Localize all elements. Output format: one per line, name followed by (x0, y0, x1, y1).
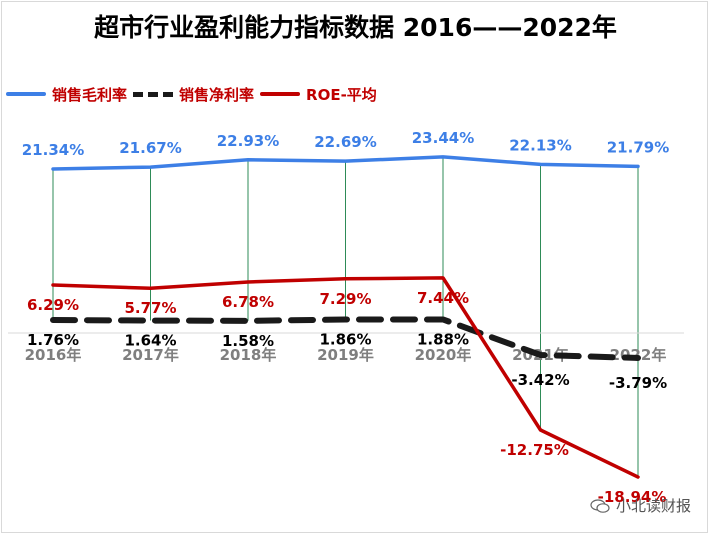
data-label-net-margin: -3.79% (609, 374, 667, 392)
data-label-gross-margin: 21.67% (119, 139, 181, 157)
watermark: 小北读财报 (590, 495, 691, 516)
data-label-net-margin: 1.76% (27, 331, 79, 349)
legend-label-net-margin: 销售净利率 (179, 85, 255, 104)
data-label-gross-margin: 22.93% (217, 132, 279, 150)
series-line-gross-margin (51, 155, 640, 171)
legend-item-net-margin: 销售净利率 (133, 84, 254, 105)
x-tick-label: 2020年 (415, 346, 472, 364)
data-label-gross-margin: 22.13% (509, 136, 571, 154)
wechat-icon (590, 498, 610, 513)
legend-label-gross-margin: 销售毛利率 (52, 85, 128, 104)
watermark-text: 小北读财报 (615, 497, 691, 515)
data-label-gross-margin: 23.44% (412, 129, 474, 147)
legend-swatch-gross-margin (6, 92, 46, 96)
series-line-roe (51, 276, 640, 479)
x-tick-label: 2016年 (25, 346, 82, 364)
data-label-roe: 7.29% (319, 290, 371, 308)
data-label-gross-margin: 21.34% (22, 141, 84, 159)
data-label-net-margin: 1.86% (319, 331, 371, 349)
legend-item-gross-margin: 销售毛利率 (6, 84, 127, 105)
series-line-net-margin (50, 316, 641, 361)
data-label-net-margin: -3.42% (511, 371, 569, 389)
data-label-gross-margin: 22.69% (314, 133, 376, 151)
legend-label-roe: ROE-平均 (306, 85, 377, 104)
data-label-roe: 7.44% (417, 289, 469, 307)
data-label-roe: 6.29% (27, 296, 79, 314)
legend: 销售毛利率 销售净利率 ROE-平均 (6, 82, 383, 106)
chart-title: 超市行业盈利能力指标数据 2016——2022年 (94, 13, 617, 42)
x-tick-label: 2017年 (122, 346, 179, 364)
legend-swatch-net-margin (133, 91, 174, 97)
data-label-net-margin: 1.88% (417, 330, 469, 348)
data-label-net-margin: 1.64% (124, 332, 176, 350)
data-label-roe: -18.94% (598, 488, 667, 506)
legend-swatch-roe (260, 92, 301, 96)
x-tick-label: 2019年 (317, 346, 374, 364)
data-label-roe: 6.78% (222, 293, 274, 311)
data-label-net-margin: 1.58% (222, 332, 274, 350)
x-tick-label: 2018年 (220, 346, 277, 364)
data-label-roe: -12.75% (500, 441, 569, 459)
data-label-roe: 5.77% (124, 299, 176, 317)
data-label-gross-margin: 21.79% (607, 138, 669, 156)
legend-item-roe: ROE-平均 (260, 84, 377, 105)
